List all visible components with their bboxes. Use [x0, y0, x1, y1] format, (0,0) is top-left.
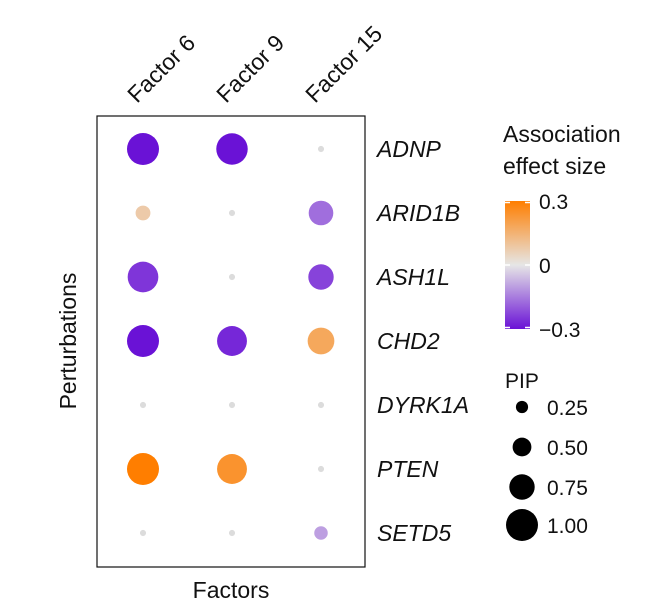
dot-arid1b-factor-15 — [308, 200, 334, 226]
dot-ash1l-factor-6 — [127, 261, 159, 293]
row-label-adnp: ADNP — [375, 136, 442, 162]
size-legend-dot-1-00 — [506, 509, 538, 541]
dot-chd2-factor-9 — [217, 326, 247, 356]
dot-setd5-factor-6 — [139, 529, 147, 537]
dot-setd5-factor-9 — [228, 529, 236, 537]
dot-pten-factor-15 — [317, 465, 325, 473]
dot-pten-factor-9 — [217, 454, 247, 484]
x-axis-title: Factors — [193, 577, 270, 603]
dot-adnp-factor-6 — [127, 133, 159, 165]
dot-chd2-factor-6 — [127, 325, 159, 357]
row-label-setd5: SETD5 — [377, 520, 451, 546]
color-legend-title-line2: effect size — [503, 153, 606, 179]
column-label-factor-9: Factor 9 — [211, 29, 289, 107]
size-legend-dot-0-50 — [512, 437, 532, 457]
dot-adnp-factor-9 — [216, 133, 248, 165]
size-legend-dot-0-25 — [515, 400, 529, 414]
row-label-arid1b: ARID1B — [375, 200, 460, 226]
column-label-factor-6: Factor 6 — [122, 29, 200, 107]
color-tick-label--0-3: −0.3 — [539, 319, 580, 342]
y-axis-title: Perturbations — [55, 273, 81, 410]
dot-dyrk1a-factor-6 — [139, 401, 147, 409]
dot-adnp-factor-15 — [317, 145, 325, 153]
color-tick-label-0: 0 — [539, 255, 551, 278]
dot-chd2-factor-15 — [307, 327, 335, 355]
dot-pten-factor-6 — [127, 453, 159, 485]
size-legend-label-0-50: 0.50 — [547, 437, 588, 460]
row-label-ash1l: ASH1L — [375, 264, 450, 290]
color-legend-title-line1: Association — [503, 121, 621, 147]
dot-arid1b-factor-9 — [228, 209, 236, 217]
size-legend-dot-0-75 — [509, 474, 535, 500]
column-label-factor-15: Factor 15 — [300, 20, 387, 107]
dot-setd5-factor-15 — [314, 526, 328, 540]
size-legend-label-1-00: 1.00 — [547, 515, 588, 538]
size-legend-label-0-75: 0.75 — [547, 477, 588, 500]
row-label-pten: PTEN — [377, 456, 439, 482]
color-tick-label-0-3: 0.3 — [539, 191, 568, 214]
dot-dyrk1a-factor-15 — [317, 401, 325, 409]
dot-ash1l-factor-15 — [308, 264, 334, 290]
row-label-chd2: CHD2 — [377, 328, 440, 354]
dot-ash1l-factor-9 — [228, 273, 236, 281]
size-legend-title: PIP — [505, 370, 539, 393]
dot-dyrk1a-factor-9 — [228, 401, 236, 409]
dot-arid1b-factor-6 — [135, 205, 151, 221]
size-legend-label-0-25: 0.25 — [547, 397, 588, 420]
row-label-dyrk1a: DYRK1A — [377, 392, 469, 418]
plot-frame — [96, 115, 366, 568]
